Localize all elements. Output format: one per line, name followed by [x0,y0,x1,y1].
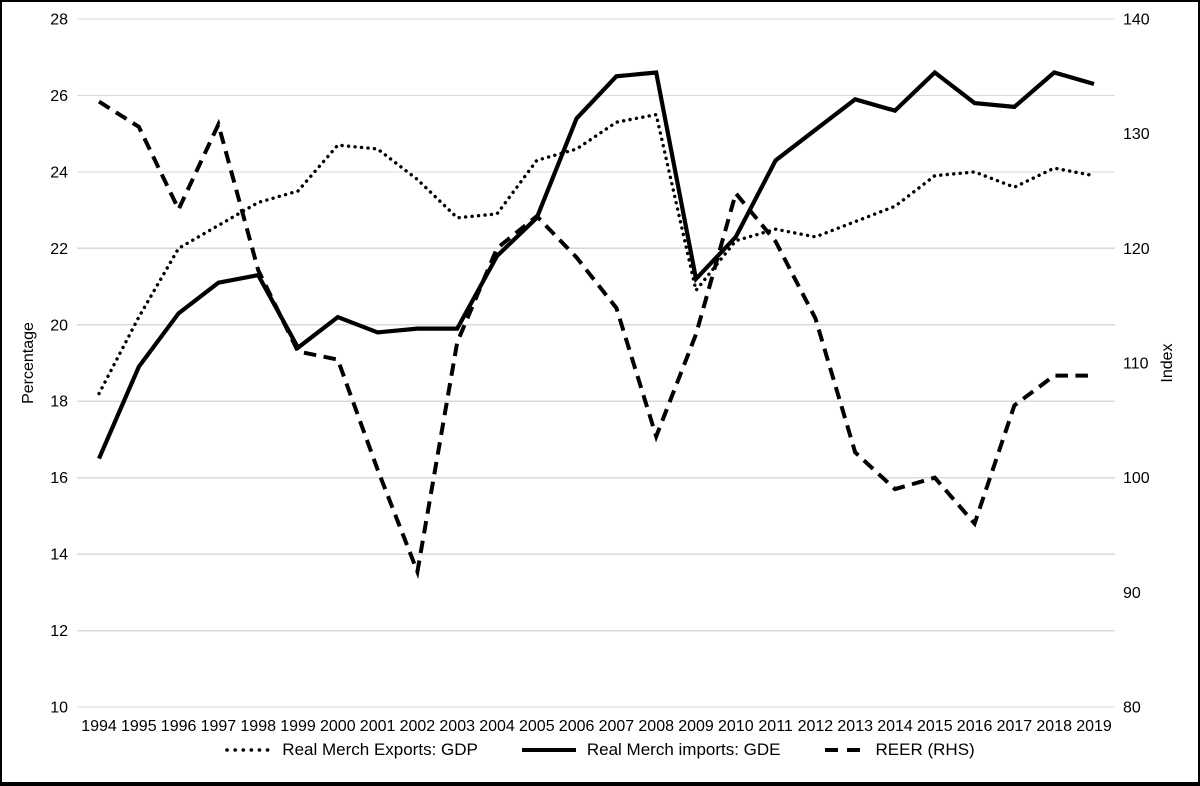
right-axis-tick-label: 120 [1123,241,1150,258]
x-axis-year-label: 2011 [758,718,793,735]
legend-dashed-line-sample [824,748,865,752]
x-axis-year-label: 2016 [957,718,993,735]
right-axis-tick-label: 80 [1123,700,1141,717]
chart-legend: Real Merch Exports: GDP Real Merch import… [2,740,1198,760]
x-axis-year-label: 2017 [997,718,1033,735]
right-axis-tick-label: 90 [1123,585,1141,602]
right-axis-tick-label: 140 [1123,12,1150,29]
legend-item-imports: Real Merch imports: GDE [520,740,781,760]
right-axis-tick-label: 130 [1123,126,1150,143]
legend-item-label: Real Merch Exports: GDP [282,740,478,759]
x-axis-year-label: 2008 [638,718,674,735]
left-axis-tick-label: 26 [50,88,68,105]
left-axis-tick-label: 20 [50,317,68,334]
x-axis-year-label: 2003 [439,718,475,735]
x-axis-year-label: 2005 [519,718,555,735]
legend-item-exports: Real Merch Exports: GDP [225,740,478,760]
x-axis-year-label: 2009 [678,718,714,735]
left-axis-tick-label: 22 [50,241,68,258]
x-axis-year-label: 1999 [280,718,316,735]
legend-item-label: REER (RHS) [875,740,975,759]
right-axis-title: Index [1159,343,1176,382]
x-axis-year-label: 2010 [718,718,754,735]
legend-solid-line-sample [521,748,576,752]
x-axis-year-label: 2013 [837,718,873,735]
x-axis-year-label: 1995 [121,718,157,735]
left-axis-title: Percentage [20,322,37,404]
legend-dotted-line-sample [225,748,274,752]
x-axis-year-label: 1996 [161,718,197,735]
right-axis-tick-label: 100 [1123,470,1150,487]
x-axis-year-label: 2001 [360,718,396,735]
x-axis-year-label: 2006 [559,718,595,735]
x-axis-year-label: 2018 [1036,718,1072,735]
x-axis-year-label: 1998 [240,718,276,735]
series-line-dotted [97,112,1096,396]
left-axis-tick-label: 14 [50,547,68,564]
left-axis-tick-label: 18 [50,394,68,411]
x-axis-year-label: 2002 [400,718,436,735]
left-axis-tick-label: 16 [50,470,68,487]
legend-item-reer: REER (RHS) [823,740,975,760]
legend-item-label: Real Merch imports: GDE [586,740,781,759]
x-axis-year-label: 2012 [798,718,834,735]
x-axis-year-label: 2007 [599,718,635,735]
x-axis-year-label: 2000 [320,718,356,735]
x-axis-year-label: 1994 [81,718,117,735]
x-axis-year-label: 2004 [479,718,515,735]
right-axis-tick-label: 110 [1123,356,1149,373]
x-axis-year-label: 1997 [201,718,237,735]
left-axis-tick-label: 28 [50,12,68,29]
x-axis-year-label: 2019 [1076,718,1112,735]
x-axis-year-label: 2015 [917,718,953,735]
left-axis-tick-label: 10 [50,700,68,717]
left-axis-tick-label: 24 [50,164,68,181]
left-axis-tick-label: 12 [50,623,68,640]
x-axis-year-label: 2014 [877,718,913,735]
